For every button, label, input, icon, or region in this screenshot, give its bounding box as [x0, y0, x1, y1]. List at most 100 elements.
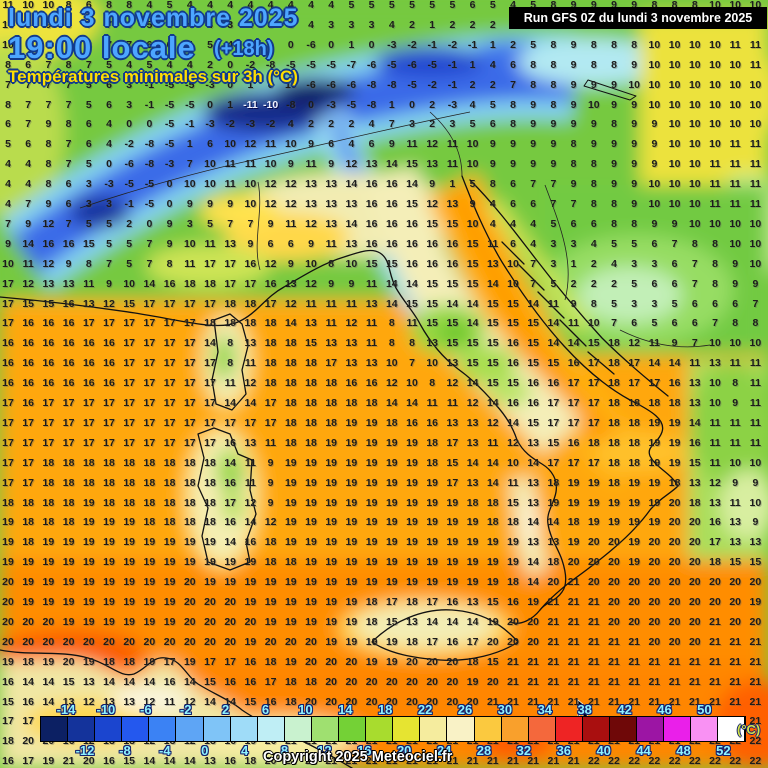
temp-value: 17	[183, 357, 196, 370]
temp-value: 9	[308, 138, 314, 151]
temp-value: 16	[244, 715, 257, 728]
temp-value: 19	[325, 456, 338, 469]
temp-value: 19	[2, 536, 14, 549]
temp-value: 8	[732, 317, 739, 330]
temp-value: 7	[691, 277, 698, 290]
temp-value: 18	[183, 277, 196, 290]
temp-value: 17	[183, 416, 196, 429]
temp-value: 13	[365, 357, 378, 370]
temp-value: 20	[668, 536, 681, 549]
temp-value: 5	[449, 0, 456, 11]
temp-value: 22	[709, 735, 721, 748]
temp-value: 9	[267, 476, 274, 489]
temp-value: 19	[426, 556, 439, 569]
temp-value: 20	[82, 635, 95, 648]
temp-value: 2	[449, 18, 456, 31]
temp-value: 4	[166, 58, 173, 71]
temp-value: 20	[325, 655, 338, 668]
temp-value: 16	[385, 217, 398, 230]
temp-value: 18	[163, 476, 176, 489]
temp-value: 9	[631, 58, 638, 71]
temp-value: 13	[183, 715, 196, 728]
temp-value: 17	[2, 456, 14, 469]
temp-value: 19	[143, 556, 156, 569]
temp-value: 18	[143, 456, 156, 469]
temp-value: 21	[507, 695, 519, 708]
temp-value: 7	[65, 158, 72, 171]
temp-value: 20	[567, 556, 580, 569]
temp-value: 8	[510, 98, 516, 111]
temp-value: 10	[749, 337, 762, 350]
temp-value: 17	[224, 655, 237, 668]
temp-value: 19	[345, 615, 358, 628]
temp-value: 13	[224, 715, 237, 728]
temp-value: 22	[628, 755, 641, 768]
temp-value: 10	[749, 0, 762, 11]
temp-value: 9	[570, 58, 577, 71]
temp-value: 6	[5, 118, 11, 131]
temp-value: 18	[325, 416, 338, 429]
temp-value: 20	[688, 596, 701, 608]
temp-value: 21	[547, 615, 560, 628]
temp-value: 0	[207, 98, 213, 111]
temp-value: 18	[42, 456, 55, 469]
temp-value: 18	[466, 655, 479, 668]
temp-value: 21	[365, 755, 378, 768]
temp-value: 19	[385, 536, 398, 549]
temp-value: 7	[146, 257, 153, 270]
temp-value: 9	[267, 496, 274, 509]
temp-value: 10	[244, 178, 257, 191]
temp-value: 3	[409, 118, 415, 131]
temp-value: 19	[466, 675, 479, 688]
temp-value: 19	[305, 496, 317, 509]
temp-value: 10	[729, 337, 742, 350]
temp-value: 10	[709, 337, 721, 350]
temp-value: 5	[106, 237, 112, 250]
temp-value: 17	[163, 397, 176, 409]
temp-value: 19	[82, 516, 95, 529]
temp-value: 19	[567, 536, 580, 549]
temp-value: 16	[365, 377, 378, 390]
temp-value: 21	[567, 615, 580, 628]
temp-value: 9	[611, 138, 617, 151]
temp-value: 16	[365, 178, 378, 191]
temp-value: 11	[325, 297, 337, 310]
temp-value: 18	[62, 456, 75, 469]
temp-value: 5	[5, 138, 11, 151]
temp-value: 15	[446, 337, 459, 350]
temp-value: 10	[749, 118, 762, 131]
temp-value: -8	[286, 98, 296, 111]
temp-value: 15	[406, 198, 418, 210]
temp-value: 12	[143, 735, 156, 748]
temp-value: 20	[729, 615, 742, 628]
temp-value: 19	[224, 556, 237, 569]
temp-value: 1	[449, 178, 456, 191]
temp-value: 9	[550, 158, 557, 171]
temp-value: 14	[22, 237, 35, 250]
temp-value: 7	[530, 257, 537, 270]
temp-value: 2	[126, 217, 133, 230]
temp-value: 19	[62, 536, 75, 549]
temp-value: 7	[227, 217, 234, 230]
temp-value: 18	[305, 416, 317, 429]
temp-value: 7	[691, 257, 698, 270]
temp-value: 21	[345, 755, 358, 768]
temp-value: 15	[22, 297, 35, 310]
temp-value: 6	[287, 237, 294, 250]
temp-value: 4	[489, 58, 496, 71]
temp-value: 4	[25, 178, 32, 191]
temp-value: 15	[446, 456, 459, 469]
temp-value: 21	[648, 675, 661, 688]
temp-value: 16	[103, 337, 115, 350]
temp-value: 15	[729, 556, 742, 569]
temp-value: 15	[406, 297, 418, 310]
coastlines	[0, 79, 679, 768]
temp-value: 5	[348, 0, 355, 11]
temp-value: 10	[729, 217, 742, 230]
temp-value: 4	[489, 217, 496, 230]
temp-value: -8	[366, 98, 377, 111]
temp-value: 19	[325, 576, 338, 589]
temp-value: 17	[2, 277, 14, 290]
temp-value: 13	[305, 198, 317, 210]
temp-value: 8	[691, 0, 698, 11]
